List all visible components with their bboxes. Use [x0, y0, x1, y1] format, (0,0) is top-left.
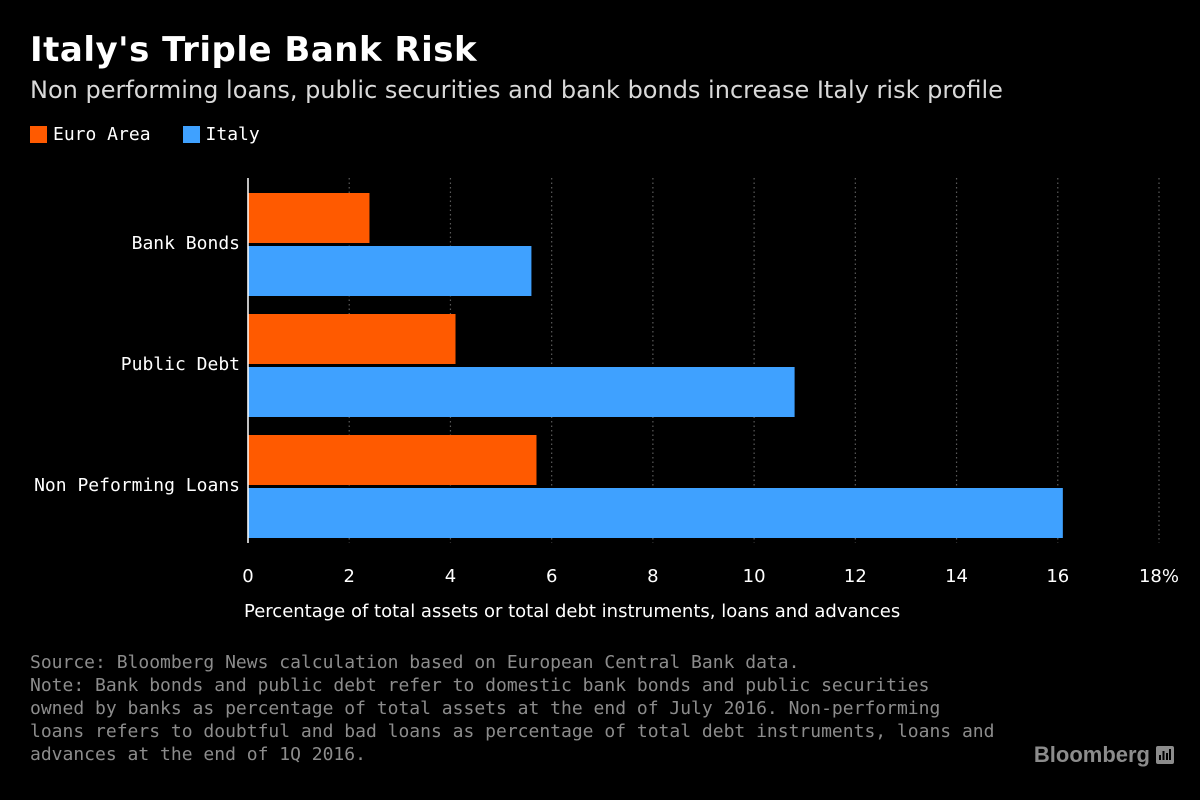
legend-item-euro-area: Euro Area [30, 124, 151, 145]
x-tick-label: 16 [1046, 566, 1069, 587]
footnotes: Source: Bloomberg News calculation based… [30, 651, 995, 766]
legend-swatch-italy [182, 126, 200, 143]
x-tick-label: 14 [945, 566, 968, 587]
bar-italy [248, 246, 532, 296]
category-label: Bank Bonds [132, 233, 240, 254]
note-line: owned by banks as percentage of total as… [30, 698, 941, 719]
legend-item-italy: Italy [182, 124, 260, 145]
note-line: loans refers to doubtful and bad loans a… [30, 721, 995, 742]
brand-name: Bloomberg [1033, 742, 1150, 767]
note-line: Note: Bank bonds and public debt refer t… [30, 675, 930, 696]
chart-subtitle: Non performing loans, public securities … [30, 76, 1003, 104]
x-tick-label: 4 [445, 566, 456, 587]
category-label: Non Peforming Loans [34, 475, 240, 496]
x-tick-label: 12 [844, 566, 867, 587]
legend-label-italy: Italy [205, 124, 260, 145]
bloomberg-chart-icon [1156, 746, 1174, 764]
legend-label-euro-area: Euro Area [53, 124, 151, 145]
x-tick-label: 6 [546, 566, 557, 587]
bar-chart: Bank Bonds Public Debt Non Peforming Loans… [34, 178, 1179, 587]
bar-italy [248, 488, 1063, 538]
bar-euro-area [248, 193, 370, 243]
bar-euro-area [248, 314, 456, 364]
brand-logo: Bloomberg [1034, 742, 1174, 768]
source-note: Source: Bloomberg News calculation based… [30, 652, 800, 673]
chart-title: Italy's Triple Bank Risk [30, 30, 478, 70]
bar-italy [248, 367, 795, 417]
bar-euro-area [248, 435, 537, 485]
x-tick-label: 8 [647, 566, 658, 587]
legend-swatch-euro-area [30, 126, 47, 143]
x-tick-label: 0 [242, 566, 253, 587]
x-tick-label: 18% [1139, 566, 1179, 587]
note-line: advances at the end of 1Q 2016. [30, 744, 366, 765]
x-tick-label: 2 [343, 566, 354, 587]
x-tick-label: 10 [743, 566, 766, 587]
category-label: Public Debt [121, 354, 240, 375]
legend: Euro Area Italy [30, 124, 292, 145]
x-axis-label: Percentage of total assets or total debt… [244, 601, 901, 622]
